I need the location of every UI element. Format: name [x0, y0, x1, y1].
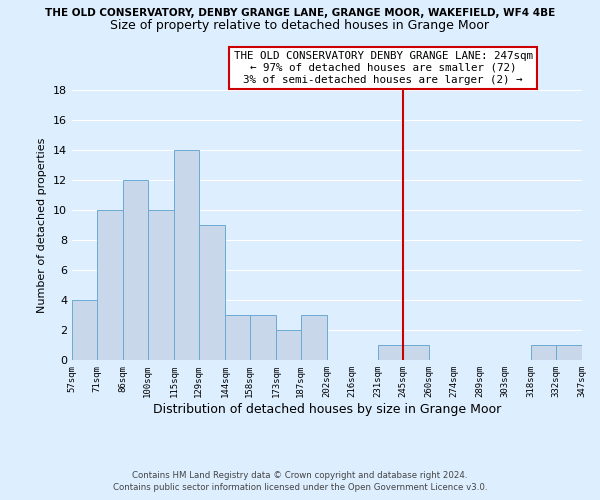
- Bar: [225, 315, 250, 360]
- Bar: [97, 210, 123, 360]
- Bar: [123, 180, 148, 360]
- Bar: [301, 315, 327, 360]
- Bar: [531, 345, 556, 360]
- Text: Contains HM Land Registry data © Crown copyright and database right 2024.: Contains HM Land Registry data © Crown c…: [132, 471, 468, 480]
- Bar: [174, 150, 199, 360]
- Bar: [148, 210, 174, 360]
- Bar: [556, 345, 582, 360]
- Bar: [378, 345, 403, 360]
- Bar: [72, 300, 97, 360]
- X-axis label: Distribution of detached houses by size in Grange Moor: Distribution of detached houses by size …: [153, 402, 501, 415]
- Bar: [403, 345, 429, 360]
- Y-axis label: Number of detached properties: Number of detached properties: [37, 138, 47, 312]
- Text: THE OLD CONSERVATORY DENBY GRANGE LANE: 247sqm
← 97% of detached houses are smal: THE OLD CONSERVATORY DENBY GRANGE LANE: …: [233, 52, 533, 84]
- Bar: [250, 315, 276, 360]
- Text: Contains public sector information licensed under the Open Government Licence v3: Contains public sector information licen…: [113, 484, 487, 492]
- Bar: [276, 330, 301, 360]
- Text: THE OLD CONSERVATORY, DENBY GRANGE LANE, GRANGE MOOR, WAKEFIELD, WF4 4BE: THE OLD CONSERVATORY, DENBY GRANGE LANE,…: [45, 8, 555, 18]
- Bar: [199, 225, 225, 360]
- Text: Size of property relative to detached houses in Grange Moor: Size of property relative to detached ho…: [110, 19, 490, 32]
